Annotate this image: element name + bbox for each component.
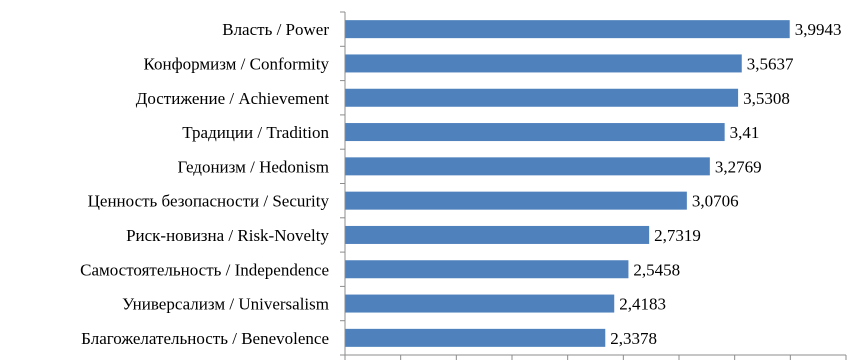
x-tick-label: 0 <box>341 360 350 364</box>
value-label: 3,5308 <box>743 89 790 108</box>
x-ticks-group: 0 0,5 1,0 1,5 2,0 2,5 3,0 3,5 4,0 4,5 <box>341 355 857 364</box>
value-label: 3,5637 <box>747 54 794 73</box>
category-label: Власть / Power <box>222 20 329 39</box>
value-label: 3,0706 <box>692 192 739 211</box>
x-tick-label: 1,0 <box>446 360 467 364</box>
value-label: 3,9943 <box>795 20 842 39</box>
category-labels-group: Власть / Power Конформизм / Conformity Дос… <box>80 20 329 348</box>
bar <box>345 225 650 244</box>
x-tick-label: 3,5 <box>724 360 745 364</box>
x-tick-label: 2,0 <box>557 360 578 364</box>
value-label: 2,4183 <box>619 295 666 314</box>
value-label: 2,5458 <box>633 260 680 279</box>
category-label: Конформизм / Conformity <box>144 54 330 73</box>
axes-group <box>340 11 846 356</box>
x-tick-label: 2,5 <box>613 360 634 364</box>
x-tick-label: 3,0 <box>668 360 689 364</box>
category-label: Гедонизм / Hedonism <box>177 157 329 176</box>
bar <box>345 54 742 73</box>
category-label: Традиции / Tradition <box>182 123 329 142</box>
value-label: 2,7319 <box>654 226 701 245</box>
x-tick-label: 1,5 <box>501 360 522 364</box>
x-tick-label: 4,0 <box>780 360 801 364</box>
bar <box>345 123 725 142</box>
bar <box>345 260 629 279</box>
bar <box>345 328 606 347</box>
value-label: 3,2769 <box>715 157 762 176</box>
bar <box>345 191 687 210</box>
x-tick-label: 0,5 <box>390 360 411 364</box>
category-label: Универсализм / Universalism <box>122 295 329 314</box>
value-label: 3,41 <box>730 123 760 142</box>
bar <box>345 294 615 313</box>
category-label: Достижение / Achievement <box>136 89 330 108</box>
bars-group <box>345 20 790 347</box>
category-label: Благожелательность / Benevolence <box>81 329 329 348</box>
bar <box>345 20 790 39</box>
value-label: 2,3378 <box>610 329 657 348</box>
x-tick-label: 4,5 <box>835 360 856 364</box>
bar <box>345 157 710 176</box>
category-label: Риск-новизна / Risk-Novelty <box>126 226 329 245</box>
bar <box>345 88 739 107</box>
category-label: Ценность безопасности / Security <box>88 192 330 211</box>
category-label: Самостоятельность / Independence <box>80 260 329 279</box>
